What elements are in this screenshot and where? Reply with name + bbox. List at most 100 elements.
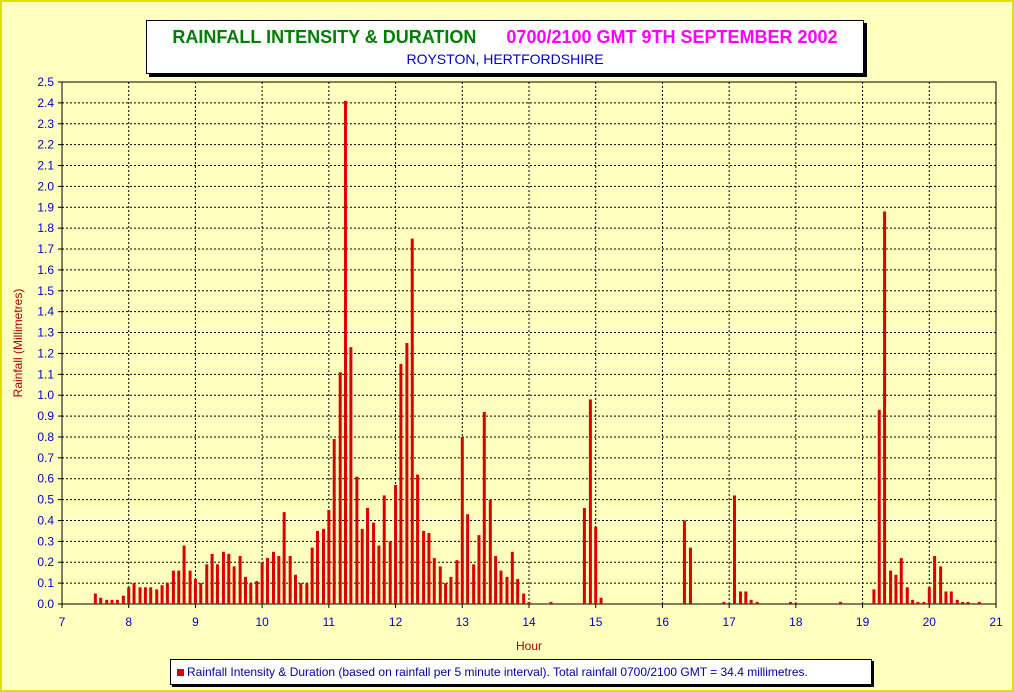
rainfall-bar [916,601,920,604]
rainfall-bar [205,564,209,604]
rainfall-bar [527,601,531,604]
rainfall-bar [165,583,169,604]
rainfall-bar [499,570,503,604]
rainfall-bar [115,599,119,604]
rainfall-bar [132,583,136,604]
rainfall-bar [260,562,264,604]
legend: Rainfall Intensity & Duration (based on … [170,659,872,685]
y-tick-label: 1.5 [37,284,54,298]
rainfall-bar [372,522,376,604]
rainfall-bar [460,436,464,604]
x-axis-title: Hour [516,639,542,653]
y-tick-label: 1.4 [37,305,54,319]
rainfall-bar [839,601,843,604]
x-tick-label: 14 [522,615,536,629]
rainfall-bar [360,528,364,604]
rainfall-bar [155,589,159,604]
rainfall-bar [427,533,431,604]
bar-series [93,100,981,605]
rainfall-bar [171,570,175,604]
y-tick-label: 1.3 [37,326,54,340]
rainfall-bar [177,570,181,604]
rainfall-bar [738,591,742,604]
rainfall-bar [732,495,736,604]
y-tick-label: 1.1 [37,367,54,381]
y-tick-label: 0.8 [37,430,54,444]
rainfall-bar [977,601,981,604]
y-tick-label: 0.4 [37,513,54,527]
rainfall-bar [99,597,103,604]
rainfall-bar [199,583,203,604]
rainfall-bar [405,343,409,604]
rainfall-bar [516,578,520,604]
y-tick-label: 0.2 [37,555,54,569]
rainfall-bar [549,601,553,604]
chart-date-title: 0700/2100 GMT 9TH SEPTEMBER 2002 [506,27,838,47]
rainfall-bar [316,530,320,604]
y-tick-label: 2.1 [37,159,54,173]
rainfall-bar [344,100,348,605]
rainfall-bar [872,589,876,604]
y-tick-label: 2.4 [37,96,54,110]
rainfall-bar [488,499,492,604]
rainfall-bar [149,587,153,604]
rainfall-bar [899,558,903,604]
rainfall-bar [955,599,959,604]
rainfall-bar [933,555,937,604]
rainfall-bar [582,507,586,604]
rainfall-bar [455,560,459,604]
rainfall-bar [894,574,898,604]
rainfall-bar [744,591,748,604]
rainfall-bar [688,547,692,604]
rainfall-bar [238,555,242,604]
rainfall-bar [288,555,292,604]
y-tick-label: 1.9 [37,200,54,214]
rainfall-bar [227,553,231,604]
rainfall-bar [449,576,453,604]
y-tick-label: 0.3 [37,534,54,548]
x-tick-label: 13 [456,615,470,629]
rainfall-bar [944,591,948,604]
y-tick-label: 1.6 [37,263,54,277]
rainfall-bar [322,528,326,604]
rainfall-bar [221,551,225,604]
rainfall-bar [422,530,426,604]
rainfall-bar [282,512,286,604]
rainfall-bar [193,578,197,604]
legend-label: Rainfall Intensity & Duration (based on … [187,665,808,679]
rainfall-bar [966,601,970,604]
rainfall-bar [599,597,603,604]
y-tick-label: 1.7 [37,242,54,256]
rainfall-bar [105,599,109,604]
x-tick-label: 9 [192,615,199,629]
y-tick-label: 1.2 [37,346,54,360]
x-tick-label: 20 [923,615,937,629]
rainfall-bar [911,599,915,604]
rainfall-bar [382,495,386,604]
rainfall-bar [255,581,259,604]
rainfall-bar [410,238,414,604]
rainfall-bar [522,593,526,604]
rainfall-bar [444,583,448,604]
rainfall-bar [338,372,342,604]
y-tick-label: 1.8 [37,221,54,235]
x-tick-label: 12 [389,615,403,629]
rainfall-bar [939,566,943,604]
rainfall-bar [594,526,598,604]
rainfall-bar [494,555,498,604]
rainfall-bar [93,593,97,604]
rainfall-bar [160,585,164,604]
y-axis-title: Rainfall (Millimetres) [11,289,25,398]
rainfall-bar [143,587,147,604]
rainfall-bar [399,363,403,604]
rainfall-bar [961,601,965,604]
rainfall-bar [232,566,236,604]
x-tick-label: 16 [656,615,670,629]
rainfall-bar [432,558,436,604]
rainfall-bar [265,558,269,604]
rainfall-bar [377,545,381,604]
grid-layer [62,82,996,604]
chart-subtitle: ROYSTON, HERTFORDSHIRE [406,51,604,67]
y-tick-label: 0.1 [37,576,54,590]
